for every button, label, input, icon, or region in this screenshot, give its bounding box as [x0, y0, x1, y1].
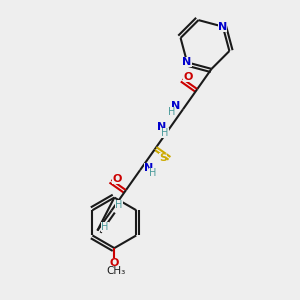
Text: H: H: [101, 222, 109, 232]
Text: H: H: [149, 168, 156, 178]
Text: H: H: [116, 200, 123, 210]
Text: N: N: [171, 101, 180, 111]
Text: H: H: [168, 107, 176, 117]
Text: O: O: [112, 174, 122, 184]
Text: CH₃: CH₃: [106, 266, 125, 276]
Text: O: O: [183, 72, 193, 82]
Text: S: S: [159, 153, 167, 163]
Text: H: H: [161, 128, 169, 138]
Text: O: O: [110, 258, 119, 268]
Text: N: N: [218, 22, 227, 32]
Text: N: N: [144, 163, 153, 173]
Text: N: N: [157, 122, 166, 132]
Text: N: N: [182, 57, 192, 68]
